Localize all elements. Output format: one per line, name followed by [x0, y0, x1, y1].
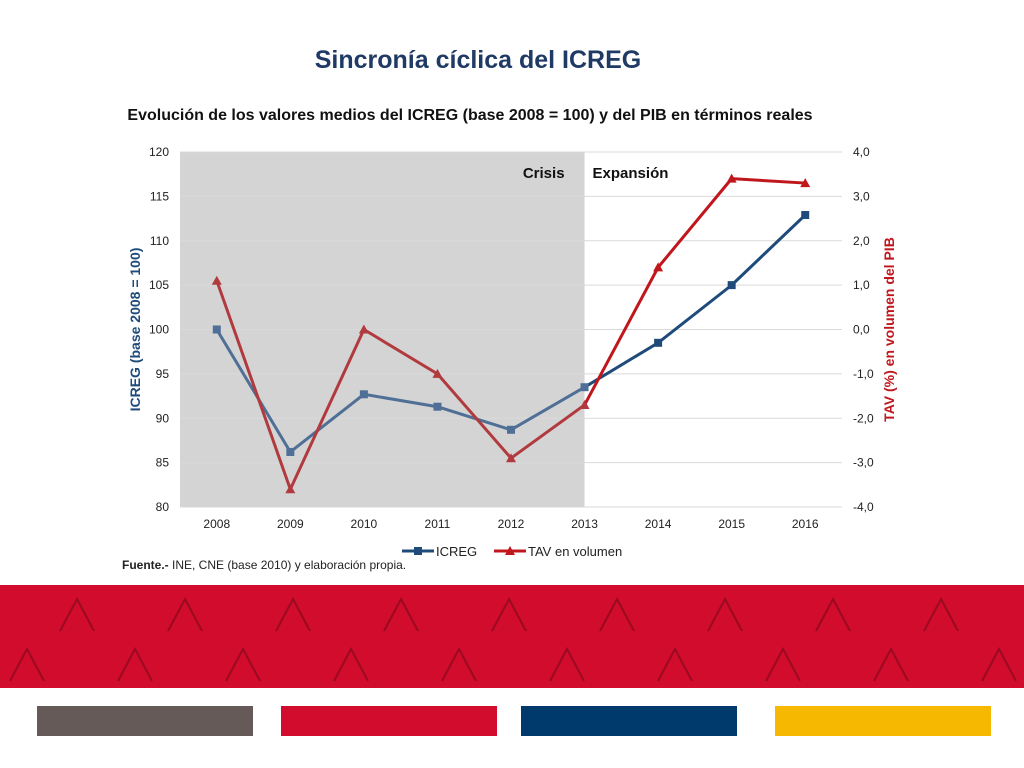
- icreg-line-crisis: [215, 328, 586, 454]
- y2-tick-label: 0,0: [853, 323, 870, 337]
- band-triangle-icon: [981, 646, 1017, 682]
- source-label: Fuente.-: [122, 558, 169, 572]
- band-triangle-icon: [765, 646, 801, 682]
- y-tick-label: 90: [156, 411, 170, 425]
- tav-line-crisis: [215, 280, 586, 491]
- band-triangle-icon: [167, 596, 203, 632]
- legend-icreg-marker: [414, 547, 422, 555]
- swatch-red: [281, 706, 497, 736]
- tav-point: [653, 262, 664, 272]
- tav-point: [800, 178, 811, 188]
- y2-tick-label: 3,0: [853, 189, 870, 203]
- y2-tick-label: -3,0: [853, 456, 874, 470]
- y-tick-label: 110: [150, 234, 169, 248]
- tav-line-expansion: [583, 177, 806, 406]
- x-tick-label: 2015: [718, 517, 745, 531]
- icreg-point: [801, 211, 810, 220]
- icreg-point: [507, 425, 515, 434]
- x-tick-label: 2008: [203, 517, 230, 531]
- y-tick-label: 95: [156, 367, 170, 381]
- icreg-point: [359, 390, 368, 399]
- slide-title: Sincronía cíclica del ICREG: [314, 46, 642, 74]
- y2-axis-title: TAV (%) en volumen del PIB: [881, 237, 897, 422]
- band-triangle-icon: [707, 596, 743, 632]
- tav-point: [432, 368, 443, 378]
- tav-point: [726, 173, 737, 183]
- source-text: INE, CNE (base 2010) y elaboración propi…: [168, 558, 407, 572]
- swatch-yellow: [775, 706, 991, 736]
- y2-tick-label: 4,0: [853, 145, 870, 159]
- swatch-blue: [521, 706, 737, 736]
- tav-point: [506, 453, 516, 463]
- icreg-point: [286, 447, 295, 456]
- band-triangle-icon: [441, 646, 477, 682]
- legend-tav-marker: [505, 546, 515, 555]
- tav-point: [211, 275, 222, 285]
- band-triangle-icon: [333, 646, 369, 682]
- swatch-gray: [37, 706, 253, 736]
- y-tick-label: 80: [156, 500, 170, 514]
- band-triangle-icon: [657, 646, 693, 682]
- legend-icreg-label: ICREG: [436, 544, 477, 559]
- tav-point: [579, 399, 590, 409]
- y-axis-title: ICREG (base 2008 = 100): [127, 248, 143, 412]
- y2-tick-label: -2,0: [853, 411, 874, 425]
- icreg-point: [433, 402, 442, 411]
- band-triangle-icon: [923, 596, 959, 632]
- band-triangle-icon: [59, 596, 95, 632]
- x-tick-label: 2016: [792, 517, 819, 531]
- band-triangle-icon: [225, 646, 261, 682]
- icreg-line-expansion: [583, 213, 807, 389]
- tav-point: [285, 484, 296, 494]
- x-tick-label: 2013: [571, 517, 598, 531]
- icreg-point: [654, 338, 663, 347]
- y-tick-label: 85: [156, 456, 170, 470]
- y2-tick-label: -1,0: [853, 367, 874, 381]
- band-triangle-icon: [549, 646, 585, 682]
- legend-tav-label: TAV en volumen: [528, 544, 622, 559]
- y-tick-label: 120: [149, 145, 169, 159]
- x-tick-label: 2009: [277, 517, 304, 531]
- icreg-point: [727, 281, 736, 290]
- chart: 80 85 90 95 100 105 110 115 120 -4,0 -3,0 -2,0 -1,0 0…: [127, 145, 897, 559]
- band-triangle-icon: [9, 646, 45, 682]
- x-tick-label: 2011: [425, 517, 451, 531]
- band-triangle-icon: [599, 596, 635, 632]
- x-tick-label: 2012: [498, 517, 525, 531]
- decorative-band: [0, 585, 1024, 688]
- y2-tick-label: 1,0: [853, 278, 870, 292]
- y-tick-label: 100: [149, 323, 169, 337]
- expansion-label: Expansión: [593, 165, 669, 182]
- y2-tick-label: 2,0: [853, 234, 870, 248]
- icreg-point: [212, 325, 221, 334]
- band-triangle-icon: [383, 596, 419, 632]
- source-note: Fuente.- INE, CNE (base 2010) y elaborac…: [122, 558, 406, 572]
- x-tick-label: 2010: [351, 517, 378, 531]
- band-triangle-icon: [275, 596, 311, 632]
- band-triangle-icon: [117, 646, 153, 682]
- band-triangle-icon: [873, 646, 909, 682]
- tav-point: [358, 324, 369, 334]
- y-tick-label: 115: [150, 189, 169, 203]
- x-tick-label: 2014: [645, 517, 672, 531]
- crisis-label: Crisis: [523, 165, 565, 182]
- y2-tick-label: -4,0: [853, 500, 874, 514]
- band-triangle-icon: [491, 596, 527, 632]
- band-triangle-icon: [815, 596, 851, 632]
- icreg-point: [580, 383, 589, 392]
- y-tick-label: 105: [149, 278, 169, 292]
- chart-title: Evolución de los valores medios del ICRE…: [127, 107, 813, 124]
